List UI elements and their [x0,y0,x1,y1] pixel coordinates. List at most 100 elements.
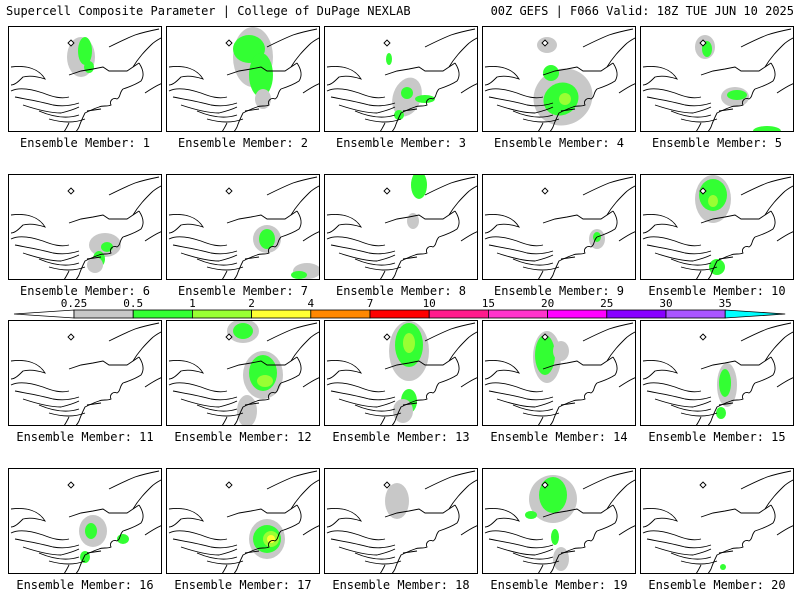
colorbar-swatch [369,309,430,319]
member-map [642,28,793,131]
member-caption: Ensemble Member: 17 [174,578,312,592]
scp-shading [291,271,307,279]
ensemble-panel [482,26,636,132]
scp-shading [543,65,559,81]
ensemble-panel [166,26,320,132]
ensemble-panel [324,26,478,132]
colorbar-swatch [191,309,252,319]
basemap-outline [642,470,793,573]
member-map [642,322,793,425]
ensemble-panel [8,320,162,426]
scp-shading [78,37,92,65]
scp-shading [708,195,718,207]
scp-shading [257,375,273,387]
scp-shading [101,242,113,252]
member-caption: Ensemble Member: 4 [493,136,625,150]
colorbar-tick-label: 0.5 [123,297,143,310]
scp-shading [85,523,97,539]
ensemble-panel [166,468,320,574]
colorbar-tip-right [724,309,786,319]
member-map [484,470,635,573]
basemap-outline [642,28,793,131]
basemap-outline [326,176,477,279]
scp-shading [403,333,415,353]
ensemble-panel [640,468,794,574]
scp-shading [411,175,427,199]
scp-shading [394,110,404,120]
colorbar-swatch [606,309,667,319]
scp-shading [716,407,726,419]
colorbar-swatch [251,309,312,319]
ensemble-panel [640,174,794,280]
member-map [10,28,161,131]
scp-shading [233,323,253,339]
basemap-outline [10,322,161,425]
member-caption: Ensemble Member: 9 [493,284,625,298]
run-info: 00Z GEFS | F066 Valid: 18Z TUE JUN 10 20… [490,4,794,18]
member-map [168,470,319,573]
colorbar-swatch [132,309,193,319]
basemap-outline [484,322,635,425]
member-caption: Ensemble Member: 5 [651,136,783,150]
member-map [10,322,161,425]
colorbar-tick-label: 2 [248,297,255,310]
member-map [326,175,477,279]
scp-shading [727,90,747,100]
scp-shading [719,369,731,397]
colorbar-tick-label: 1 [189,297,196,310]
scp-shading [551,529,559,545]
chart-title: Supercell Composite Parameter | College … [6,4,411,18]
scp-shading [237,395,257,425]
member-map [168,176,319,279]
scp-shading [535,335,555,375]
ensemble-panel [324,320,478,426]
colorbar-tick-label: 25 [600,297,613,310]
ensemble-panel [324,174,478,280]
scp-shading [553,341,569,361]
colorbar-tick-label: 4 [307,297,314,310]
scp-shading [84,61,94,73]
scp-shading [401,87,413,99]
member-caption: Ensemble Member: 3 [335,136,467,150]
member-caption: Ensemble Member: 16 [16,578,154,592]
colorbar-tick-label: 7 [367,297,374,310]
ensemble-panel [482,320,636,426]
colorbar-swatch [665,309,726,319]
colorbar-tick-label: 30 [659,297,672,310]
member-caption: Ensemble Member: 2 [177,136,309,150]
ensemble-panel [640,26,794,132]
member-caption: Ensemble Member: 1 [19,136,151,150]
basemap-outline [168,176,319,279]
member-map [326,321,477,425]
colorbar-swatch [73,309,134,319]
colorbar-swatch [310,309,371,319]
member-caption: Ensemble Member: 13 [332,430,470,444]
member-caption: Ensemble Member: 20 [648,578,786,592]
member-caption: Ensemble Member: 15 [648,430,786,444]
scp-shading [249,53,273,97]
ensemble-panel [8,468,162,574]
member-map [326,28,477,131]
member-caption: Ensemble Member: 10 [648,284,786,298]
basemap-outline [10,176,161,279]
colorbar-swatch [428,309,489,319]
ensemble-panel [166,320,320,426]
member-caption: Ensemble Member: 12 [174,430,312,444]
scp-shading [525,511,537,519]
colorbar-tick-label: 20 [541,297,554,310]
scp-shading [393,399,413,423]
ensemble-panel [324,468,478,574]
scp-shading [553,547,569,571]
member-map [10,176,161,279]
member-map [10,470,161,573]
member-map [484,28,635,131]
color-scale-bar: 0.25 0.5 1 2 4 7 10 15 20 25 30 35 [13,297,786,319]
scp-shading [559,93,571,105]
colorbar-swatch [547,309,608,319]
scp-shading [539,477,567,513]
member-map [326,470,477,573]
member-map [484,322,635,425]
ensemble-panel [640,320,794,426]
member-caption: Ensemble Member: 19 [490,578,628,592]
scp-shading [720,564,726,570]
